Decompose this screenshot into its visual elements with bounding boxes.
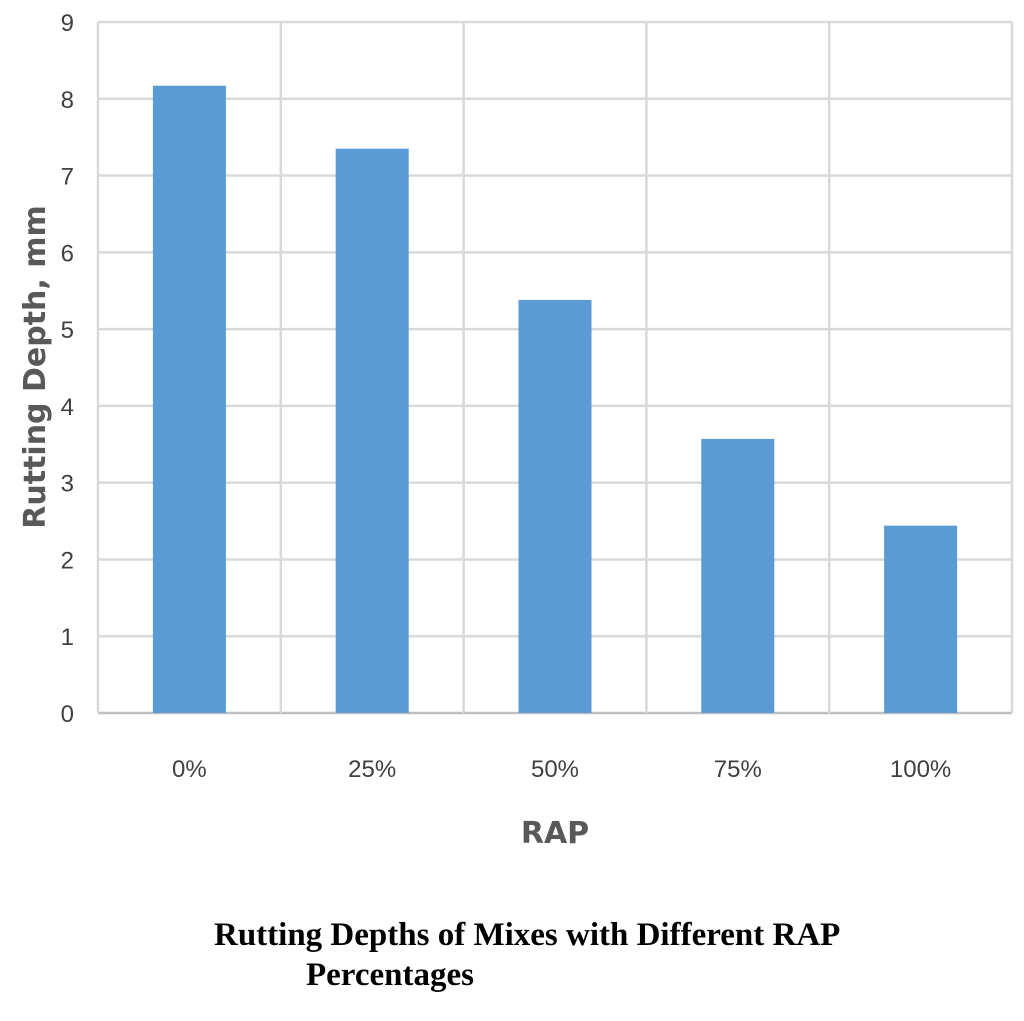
y-axis-ticks: 0 1 2 3 4 5 6 7 8 9 xyxy=(61,10,74,728)
y-tick-label: 4 xyxy=(61,394,74,421)
bars xyxy=(152,85,958,713)
x-tick-label: 75% xyxy=(714,756,762,783)
x-tick-label: 25% xyxy=(348,756,396,783)
y-tick-label: 6 xyxy=(61,240,74,267)
y-tick-label: 1 xyxy=(61,624,74,651)
bar-4 xyxy=(884,525,958,713)
y-tick-label: 0 xyxy=(61,701,74,728)
bar-1 xyxy=(335,148,409,713)
x-tick-label: 0% xyxy=(172,756,207,783)
x-tick-label: 100% xyxy=(890,756,951,783)
x-axis-title: RAP xyxy=(521,816,589,851)
bar-3 xyxy=(701,438,775,713)
y-tick-label: 7 xyxy=(61,164,74,191)
bar-chart: 0 1 2 3 4 5 6 7 8 9 0% 25% 50% 75% 100% RAP Rutting D… xyxy=(18,10,1014,851)
y-tick-label: 5 xyxy=(61,317,74,344)
y-tick-label: 2 xyxy=(61,547,74,574)
bar-0 xyxy=(152,85,226,713)
x-axis-ticks: 0% 25% 50% 75% 100% xyxy=(172,756,951,783)
y-tick-label: 3 xyxy=(61,471,74,498)
caption-line-2: Percentages xyxy=(306,957,474,993)
y-tick-label: 9 xyxy=(61,10,74,37)
x-tick-label: 50% xyxy=(531,756,579,783)
y-axis-title: Rutting Depth, mm xyxy=(18,205,53,528)
bar-2 xyxy=(518,299,592,713)
caption-line-1: Rutting Depths of Mixes with Different R… xyxy=(214,917,841,953)
y-tick-label: 8 xyxy=(61,87,74,114)
